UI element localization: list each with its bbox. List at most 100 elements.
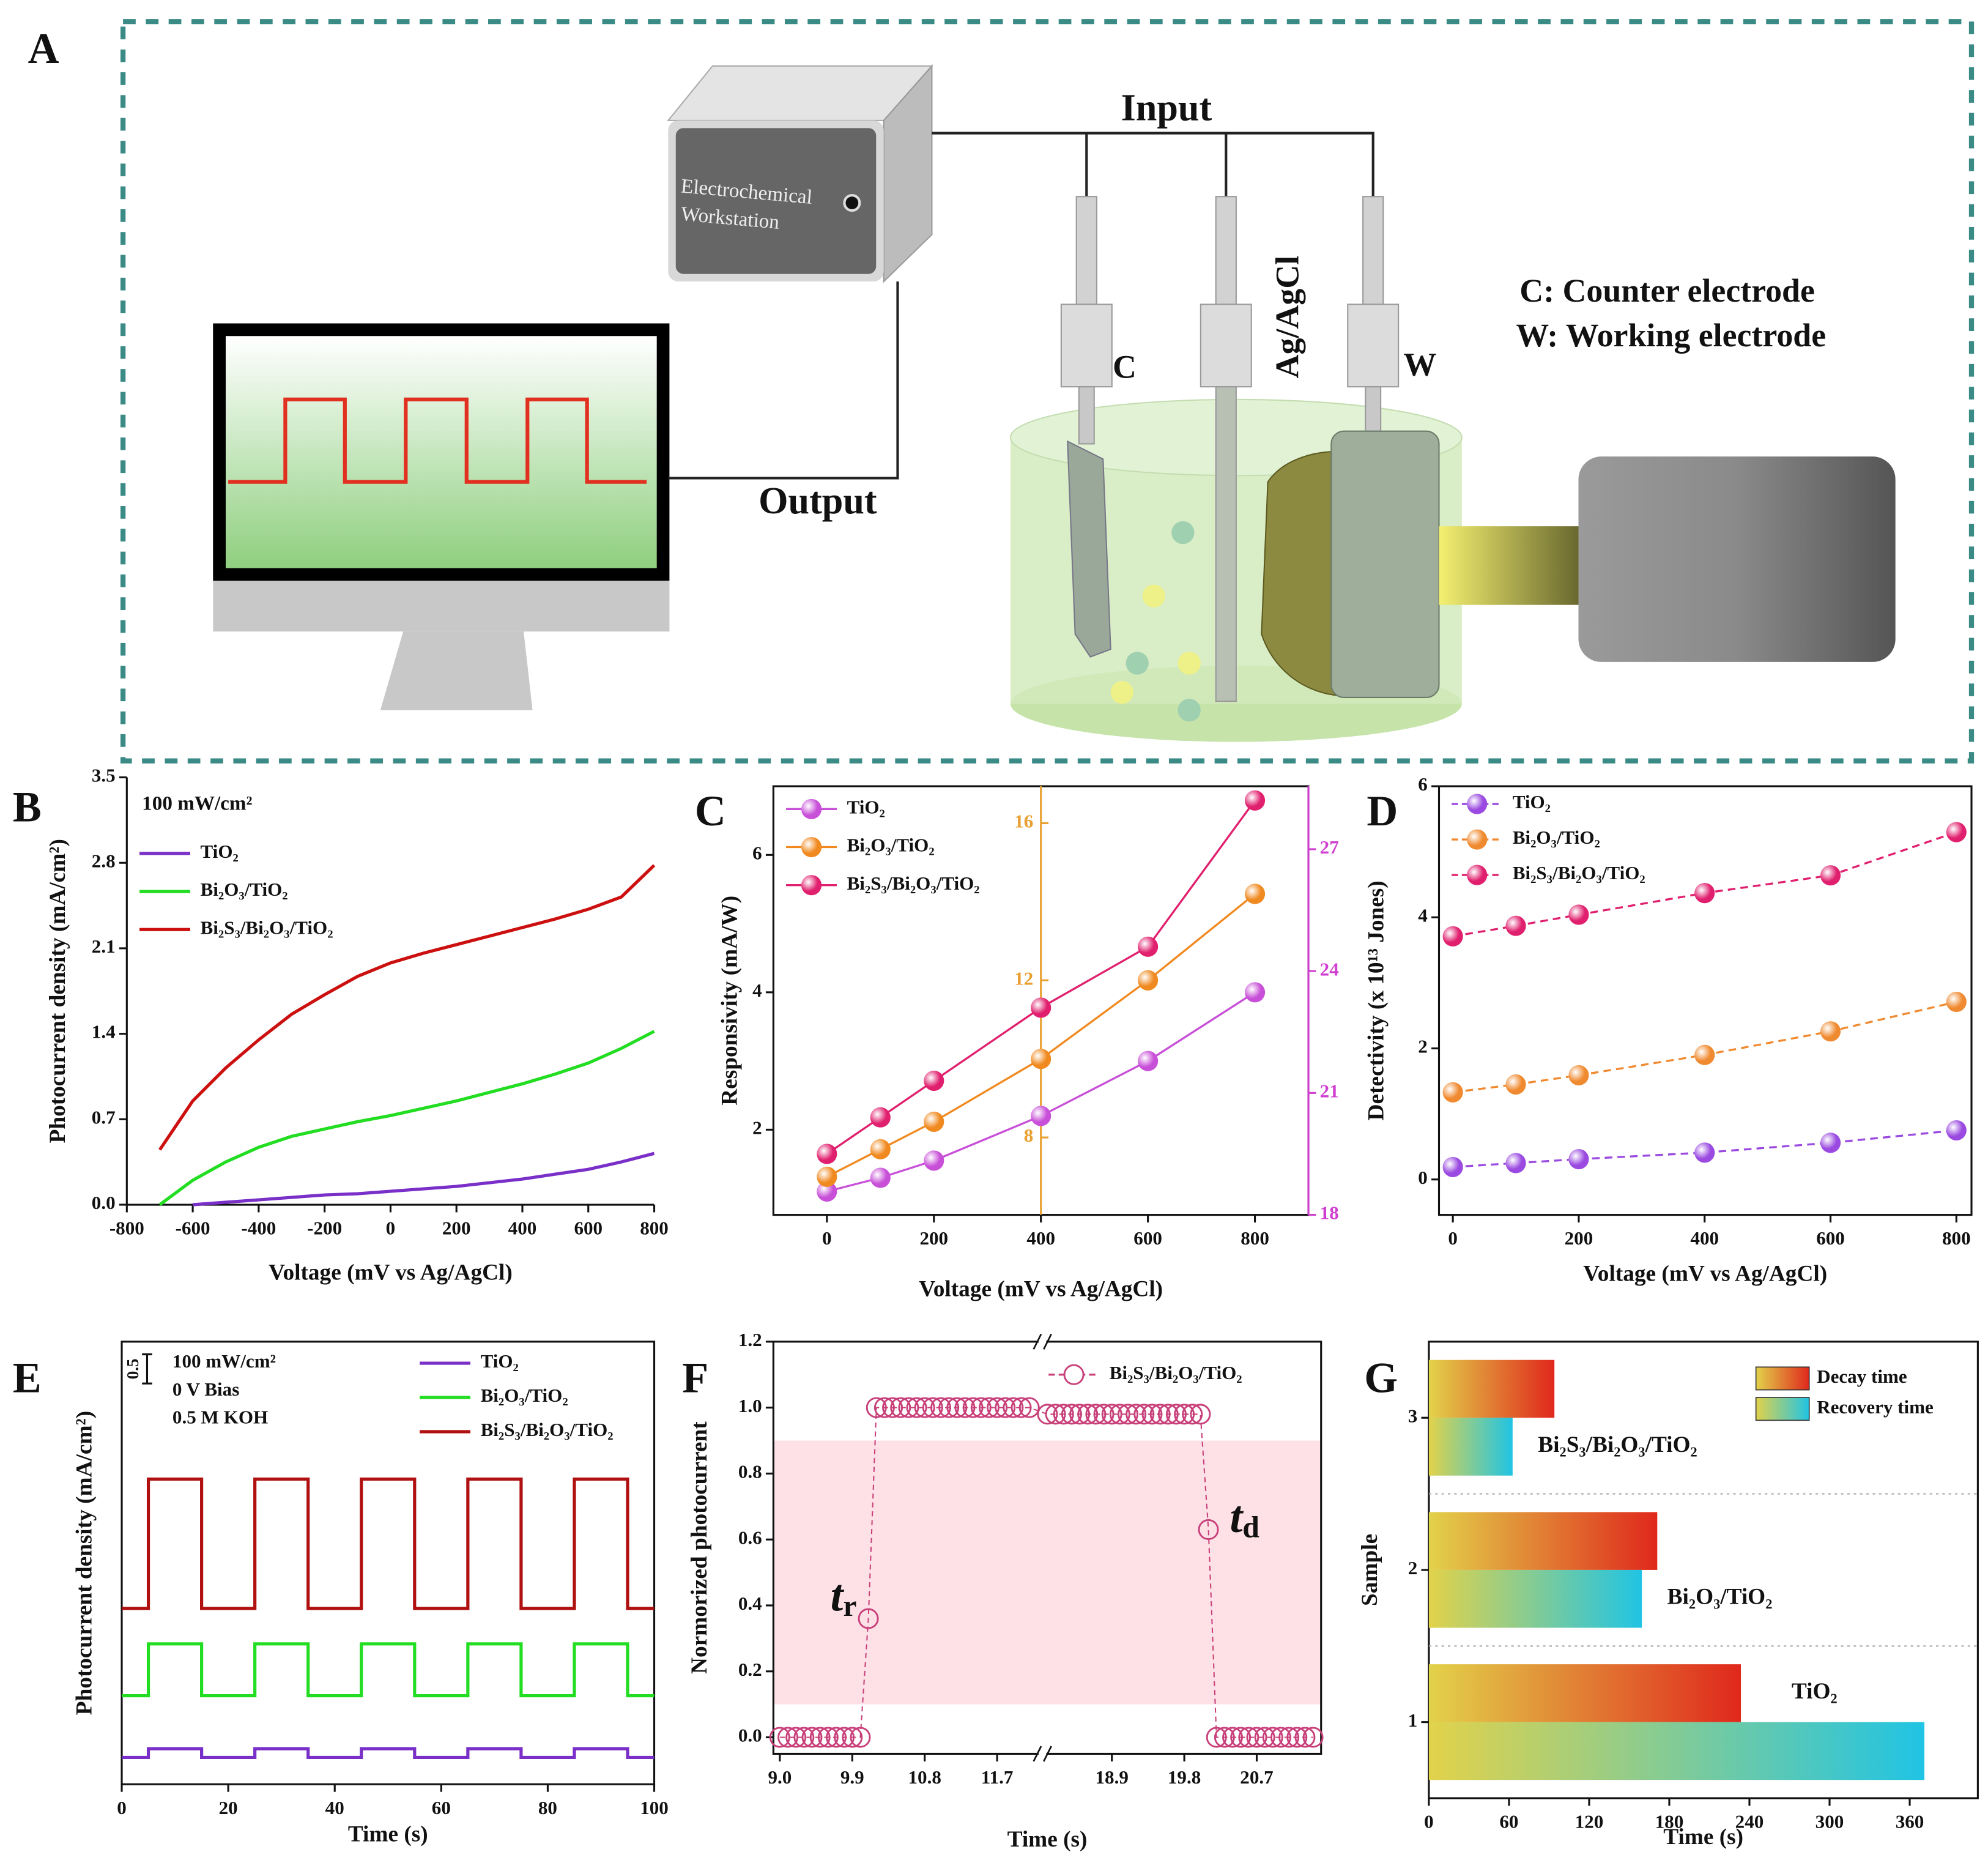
- y-tick-label: 2: [1408, 1557, 1418, 1579]
- axis-break-gap: [1038, 1337, 1047, 1346]
- marker: [1069, 1404, 1091, 1425]
- x-tick-label: 10.8: [908, 1766, 941, 1788]
- scale-bar: [142, 1353, 152, 1385]
- electrode-label: C: [1113, 349, 1137, 385]
- marker: [930, 1397, 951, 1418]
- marker: [1230, 1727, 1252, 1748]
- y-axis-label: Normorized photocurrent: [687, 1421, 712, 1674]
- y-tick-label: 4: [1418, 904, 1428, 926]
- legend-label: Bi₂O₃/TiO₂: [201, 879, 288, 900]
- series-line: [192, 1151, 655, 1207]
- y3-tick-label: 27: [1320, 836, 1339, 858]
- electrode-rod: [1078, 386, 1095, 445]
- x-tick-label: 20.7: [1240, 1766, 1273, 1788]
- annotation: 0 V Bias: [172, 1378, 239, 1400]
- marker: [870, 1167, 891, 1188]
- marker: [1031, 1049, 1051, 1069]
- marker: [1109, 1404, 1130, 1425]
- y-tick-label: 1.0: [738, 1395, 762, 1416]
- knob: [843, 194, 861, 212]
- y-tick-label: 1.2: [738, 1329, 762, 1350]
- x-tick-label: 100: [640, 1797, 669, 1818]
- panel-label: B: [13, 784, 42, 831]
- screen: [225, 336, 657, 568]
- x-tick-label: 600: [574, 1218, 603, 1239]
- x-tick-label: 60: [432, 1797, 451, 1818]
- electrode-cap: [1075, 196, 1097, 305]
- marker: [842, 1727, 863, 1748]
- legend-label: TiO₂: [481, 1350, 519, 1372]
- y3-tick-label: 18: [1320, 1202, 1339, 1224]
- legend-marker: [1467, 865, 1488, 885]
- bubble: [1178, 699, 1201, 722]
- legend-label: Bi₂O₃/TiO₂: [847, 835, 935, 856]
- marker: [870, 1107, 891, 1128]
- marker: [1061, 1404, 1082, 1425]
- bubble: [1110, 681, 1133, 704]
- scale-bar-label: 0.5: [124, 1359, 142, 1380]
- y-tick-label: 1.4: [92, 1021, 116, 1043]
- marker: [1101, 1404, 1122, 1425]
- x-axis-label: Time (s): [348, 1822, 428, 1847]
- marker: [946, 1397, 968, 1418]
- x-tick-label: -800: [109, 1218, 144, 1239]
- y-tick-label: 0.4: [738, 1593, 762, 1614]
- annotation-text: t: [831, 1571, 845, 1621]
- marker: [809, 1727, 831, 1748]
- note: W: Working electrode: [1516, 317, 1826, 354]
- marker: [1505, 915, 1526, 936]
- marker: [1085, 1404, 1107, 1425]
- bar: [1428, 1569, 1642, 1628]
- legend-label: Bi₂O₃/TiO₂: [1513, 827, 1600, 848]
- y-axis-label: Sample: [1357, 1534, 1382, 1606]
- x-tick-label: 9.0: [768, 1766, 792, 1788]
- marker: [1694, 883, 1715, 904]
- electrode-label: W: [1403, 346, 1436, 382]
- marker: [1214, 1727, 1235, 1748]
- marker: [777, 1727, 799, 1748]
- marker: [1182, 1404, 1203, 1425]
- bubble: [1126, 652, 1149, 675]
- x-tick-label: 0: [1424, 1811, 1434, 1832]
- legend-label: TiO₂: [1513, 791, 1551, 813]
- marker: [924, 1070, 944, 1092]
- x-tick-label: 400: [1690, 1227, 1719, 1249]
- marker: [924, 1150, 944, 1171]
- annotation: 100 mW/cm²: [172, 1350, 276, 1372]
- x-tick-label: 0: [386, 1218, 396, 1239]
- electrode-holder: [1060, 303, 1113, 388]
- annotation: td: [1230, 1492, 1260, 1544]
- marker: [1946, 822, 1967, 843]
- category-label: TiO₂: [1792, 1679, 1838, 1704]
- electrode-rod: [1365, 386, 1382, 439]
- y2-tick-label: 16: [1014, 811, 1033, 832]
- legend-label: Bi₂O₃/TiO₂: [481, 1385, 568, 1406]
- y3-tick-label: 24: [1320, 958, 1339, 980]
- x-tick-label: 200: [1565, 1227, 1593, 1249]
- y-tick-label: 6: [1418, 773, 1428, 795]
- marker: [817, 1181, 837, 1202]
- x-tick-label: 60: [1499, 1811, 1518, 1832]
- marker: [1820, 865, 1841, 886]
- marker: [1278, 1727, 1300, 1748]
- marker: [866, 1397, 887, 1418]
- marker: [1442, 926, 1463, 947]
- x-axis-label: Voltage (mV vs Ag/AgCl): [269, 1260, 513, 1285]
- y-tick-label: 2: [1418, 1036, 1428, 1057]
- x-tick-label: 0: [822, 1227, 832, 1249]
- marker: [1294, 1727, 1316, 1748]
- workstation-front: [675, 128, 877, 274]
- light-source: [1578, 456, 1896, 662]
- marker: [1568, 1148, 1589, 1170]
- series-line: [122, 1642, 655, 1698]
- x-tick-label: 400: [508, 1218, 537, 1239]
- x-tick-label: 300: [1816, 1811, 1844, 1832]
- electrode-cap: [1362, 196, 1384, 305]
- marker: [1946, 991, 1967, 1013]
- legend-label: Recovery time: [1817, 1396, 1934, 1418]
- series-line: [1452, 831, 1957, 937]
- x-axis-label: Time (s): [1663, 1825, 1743, 1850]
- marker: [1244, 790, 1266, 811]
- series-line: [826, 800, 1256, 1155]
